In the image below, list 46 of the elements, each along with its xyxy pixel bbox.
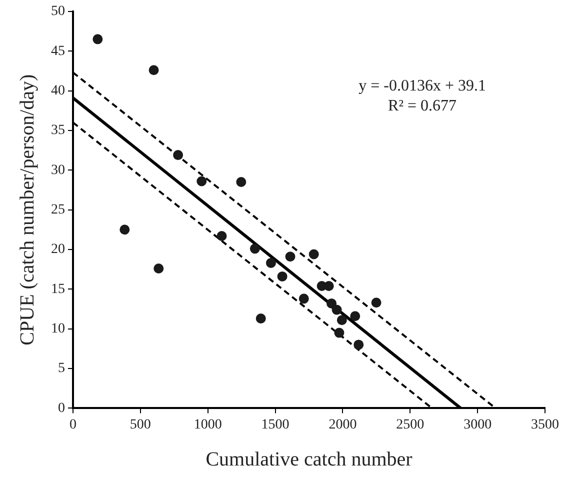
annotation: R² = 0.677 [388, 98, 457, 115]
y-tick-label: 10 [51, 322, 65, 337]
point [120, 224, 130, 235]
y-tick-label: 15 [51, 282, 65, 297]
x-tick-label: 2500 [396, 417, 424, 432]
x-tick-label: 3000 [464, 417, 492, 432]
point [285, 252, 296, 262]
x-tick-label: 3500 [531, 417, 559, 432]
point [371, 298, 382, 308]
y-tick-label: 45 [51, 44, 65, 59]
point [277, 271, 288, 282]
y-axis-title: CPUE (catch number/person/day) [16, 74, 38, 346]
point [308, 249, 319, 260]
y-tick-label: 20 [51, 242, 65, 258]
y-tick-label: 40 [51, 83, 65, 98]
point [154, 264, 164, 274]
point [334, 328, 344, 338]
point [173, 150, 184, 160]
y-tick-label: 35 [51, 123, 65, 138]
point [196, 176, 207, 186]
annotation: y = -0.0136x + 39.1 [358, 78, 486, 95]
point [236, 177, 246, 188]
point [92, 34, 103, 44]
x-tick-label: 2000 [328, 417, 357, 432]
x-tick-label: 1000 [194, 417, 222, 432]
y-tick-label: 50 [51, 4, 65, 20]
x-tick-label: 1500 [261, 417, 290, 432]
x-tick-label: 500 [130, 417, 151, 432]
point [354, 340, 364, 350]
point [298, 294, 309, 304]
point [266, 258, 276, 268]
x-axis-title: Cumulative catch number [206, 448, 413, 470]
point [256, 314, 266, 324]
y-tick-label: 0 [58, 400, 65, 416]
point [216, 230, 227, 241]
point [350, 311, 360, 322]
y-tick-label: 25 [51, 202, 65, 218]
point [250, 244, 260, 254]
y-tick-label: 30 [51, 162, 65, 178]
point [148, 65, 159, 76]
y-tick-label: 5 [58, 361, 65, 376]
point [326, 298, 337, 308]
point [332, 304, 342, 315]
point [336, 315, 347, 326]
point [324, 280, 334, 291]
x-tick-label: 0 [70, 417, 76, 432]
